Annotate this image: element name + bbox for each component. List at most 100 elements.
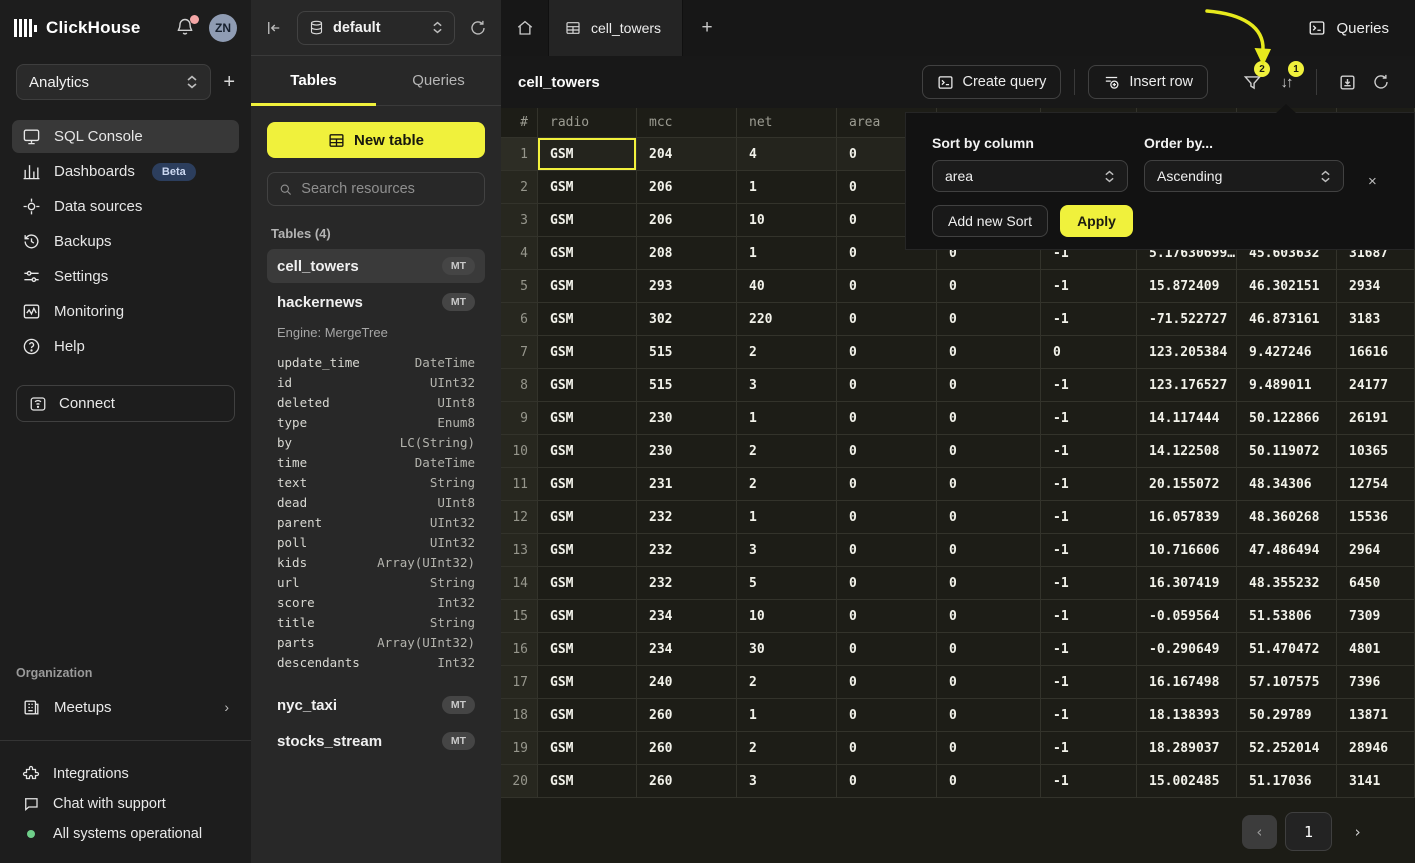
grid-cell[interactable]: -1	[1041, 303, 1137, 336]
grid-cell[interactable]: 16616	[1337, 336, 1415, 369]
row-number[interactable]: 7	[501, 336, 538, 369]
grid-cell[interactable]: 7309	[1337, 600, 1415, 633]
row-number[interactable]: 16	[501, 633, 538, 666]
grid-cell[interactable]: 12754	[1337, 468, 1415, 501]
grid-cell[interactable]: 0	[937, 666, 1041, 699]
grid-cell[interactable]: 13871	[1337, 699, 1415, 732]
row-number[interactable]: 4	[501, 237, 538, 270]
grid-cell[interactable]: 0	[937, 600, 1041, 633]
grid-cell[interactable]: GSM	[538, 204, 637, 237]
tab-cell-towers[interactable]: cell_towers	[548, 0, 683, 56]
grid-cell[interactable]: 234	[637, 633, 737, 666]
row-number[interactable]: 12	[501, 501, 538, 534]
add-workspace-button[interactable]: +	[223, 71, 235, 93]
grid-cell[interactable]: 0	[837, 501, 937, 534]
remove-sort-button[interactable]: ×	[1368, 173, 1377, 190]
grid-cell[interactable]: -0.059564	[1137, 600, 1237, 633]
grid-cell[interactable]: 50.29789	[1237, 699, 1337, 732]
home-tab-button[interactable]	[501, 0, 548, 56]
grid-cell[interactable]: GSM	[538, 336, 637, 369]
sidebar-item-help[interactable]: Help	[12, 330, 239, 363]
grid-cell[interactable]: 123.176527	[1137, 369, 1237, 402]
grid-cell[interactable]: 515	[637, 336, 737, 369]
grid-cell[interactable]: 2964	[1337, 534, 1415, 567]
grid-cell[interactable]: 260	[637, 732, 737, 765]
notifications-bell-icon[interactable]	[175, 15, 199, 39]
grid-cell[interactable]: 0	[837, 567, 937, 600]
grid-cell[interactable]: 0	[837, 732, 937, 765]
grid-cell[interactable]: 3	[737, 369, 837, 402]
grid-cell[interactable]: 206	[637, 204, 737, 237]
refresh-panel-icon[interactable]	[469, 19, 487, 37]
grid-cell[interactable]: GSM	[538, 303, 637, 336]
grid-cell[interactable]: 16.167498	[1137, 666, 1237, 699]
grid-cell[interactable]: 15536	[1337, 501, 1415, 534]
row-number[interactable]: 1	[501, 138, 538, 171]
grid-cell[interactable]: 0	[837, 402, 937, 435]
grid-cell[interactable]: 0	[937, 534, 1041, 567]
grid-cell[interactable]: 0	[837, 765, 937, 798]
grid-cell[interactable]: 230	[637, 435, 737, 468]
sidebar-item-dashboards[interactable]: Dashboards Beta	[12, 155, 239, 188]
apply-sort-button[interactable]: Apply	[1060, 205, 1133, 237]
row-number[interactable]: 20	[501, 765, 538, 798]
grid-cell[interactable]: 0	[937, 567, 1041, 600]
table-item-stocks-stream[interactable]: stocks_stream MT	[267, 724, 485, 758]
grid-cell[interactable]: 0	[837, 303, 937, 336]
grid-cell[interactable]: 3	[737, 765, 837, 798]
grid-cell[interactable]: GSM	[538, 699, 637, 732]
grid-cell[interactable]: -1	[1041, 600, 1137, 633]
row-number[interactable]: 18	[501, 699, 538, 732]
grid-cell[interactable]: 0	[837, 270, 937, 303]
grid-cell[interactable]: 15.002485	[1137, 765, 1237, 798]
grid-cell[interactable]: 232	[637, 534, 737, 567]
grid-header-radio[interactable]: radio	[538, 108, 637, 138]
prev-page-button[interactable]: ‹	[1242, 814, 1277, 849]
grid-cell[interactable]: GSM	[538, 732, 637, 765]
grid-cell[interactable]: 3141	[1337, 765, 1415, 798]
grid-cell[interactable]: 2	[737, 468, 837, 501]
row-number[interactable]: 3	[501, 204, 538, 237]
grid-cell[interactable]: -1	[1041, 633, 1137, 666]
sidebar-item-monitoring[interactable]: Monitoring	[12, 295, 239, 328]
grid-cell[interactable]: 0	[837, 369, 937, 402]
grid-cell[interactable]: -1	[1041, 666, 1137, 699]
grid-cell[interactable]: 1	[737, 171, 837, 204]
grid-cell[interactable]: 1	[737, 402, 837, 435]
create-query-button[interactable]: Create query	[921, 65, 1062, 99]
sort-column-select[interactable]: area	[932, 160, 1128, 192]
grid-cell[interactable]: 1	[737, 501, 837, 534]
grid-cell[interactable]: GSM	[538, 501, 637, 534]
grid-cell[interactable]: 1	[737, 237, 837, 270]
grid-cell[interactable]: -1	[1041, 567, 1137, 600]
grid-cell[interactable]: 2	[737, 336, 837, 369]
grid-cell[interactable]: 2	[737, 435, 837, 468]
grid-cell[interactable]: 302	[637, 303, 737, 336]
grid-cell[interactable]: 0	[837, 237, 937, 270]
grid-cell[interactable]: 51.17036	[1237, 765, 1337, 798]
grid-cell[interactable]: 51.53806	[1237, 600, 1337, 633]
grid-cell[interactable]: 10365	[1337, 435, 1415, 468]
sidebar-item-meetups[interactable]: Meetups ›	[12, 690, 239, 724]
grid-cell[interactable]: 206	[637, 171, 737, 204]
sidebar-item-chat-support[interactable]: Chat with support	[0, 789, 251, 819]
grid-cell[interactable]: 232	[637, 501, 737, 534]
grid-cell[interactable]: 4	[737, 138, 837, 171]
grid-cell[interactable]: 7396	[1337, 666, 1415, 699]
grid-cell[interactable]: 0	[837, 699, 937, 732]
grid-cell[interactable]: 0	[937, 336, 1041, 369]
row-number[interactable]: 8	[501, 369, 538, 402]
workspace-select[interactable]: Analytics	[16, 64, 212, 100]
grid-cell[interactable]: 2	[737, 666, 837, 699]
grid-cell[interactable]: GSM	[538, 171, 637, 204]
grid-cell[interactable]: 0	[1041, 336, 1137, 369]
sort-button[interactable]: ↓↑ 1	[1269, 61, 1304, 99]
grid-cell[interactable]: 16.057839	[1137, 501, 1237, 534]
grid-cell[interactable]: 123.205384	[1137, 336, 1237, 369]
grid-cell[interactable]: 204	[637, 138, 737, 171]
grid-cell[interactable]: 0	[837, 435, 937, 468]
grid-cell[interactable]: 10	[737, 204, 837, 237]
grid-cell[interactable]: 0	[837, 633, 937, 666]
grid-cell[interactable]: 20.155072	[1137, 468, 1237, 501]
grid-cell[interactable]: -1	[1041, 699, 1137, 732]
